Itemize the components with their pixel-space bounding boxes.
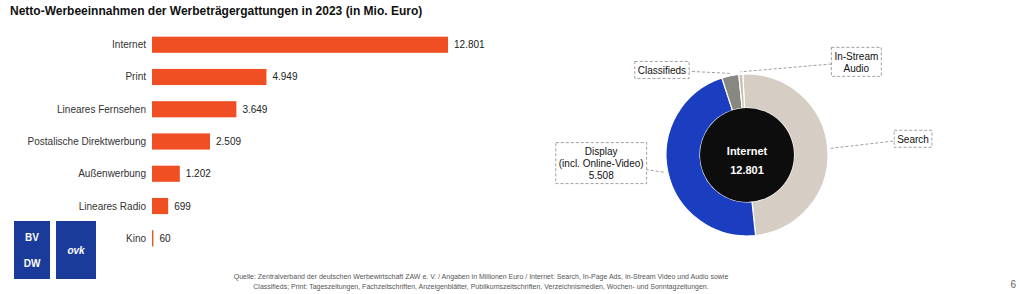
logo-text: ovk	[67, 245, 85, 256]
page-number: 6	[1010, 279, 1016, 290]
chart-title: Netto-Werbeeinnahmen der Werbeträgergatt…	[10, 4, 422, 18]
text-line: In-Stream	[834, 50, 878, 61]
bar	[152, 37, 448, 53]
category-label: Kino	[126, 233, 146, 244]
logo-box	[14, 221, 50, 279]
category-label: Lineares Fernsehen	[57, 104, 146, 115]
category-label: Print	[125, 71, 146, 82]
bar	[152, 101, 236, 117]
donut-slice	[739, 74, 745, 108]
source-note: Quelle: Zentralverband der deutschen Wer…	[234, 273, 729, 291]
slice-label: Classifieds	[638, 64, 686, 75]
slice-label: Search	[897, 133, 929, 144]
category-label: Postalische Direktwerbung	[28, 136, 146, 147]
slice-label: In-StreamAudio	[834, 50, 878, 73]
donut-center	[700, 108, 794, 202]
text-line: Display	[585, 146, 618, 157]
slice-label: Display(incl. Online-Video)5.508	[559, 146, 644, 181]
data-label: 4.949	[272, 71, 297, 82]
label-box	[894, 130, 932, 147]
bar	[152, 133, 210, 149]
label-box	[556, 143, 647, 184]
center-label: 12.801	[730, 164, 764, 176]
logo-text: DW	[24, 258, 41, 269]
category-label: Außenwerbung	[78, 168, 146, 179]
text-line: Search	[897, 133, 929, 144]
data-label: 3.649	[242, 104, 267, 115]
text-line: Classifieds; Print: Tageszeitungen, Fach…	[253, 283, 708, 291]
data-label: 2.509	[216, 136, 241, 147]
text-line: Quelle: Zentralverband der deutschen Wer…	[234, 273, 729, 281]
chart-canvas: Netto-Werbeeinnahmen der Werbeträgergatt…	[0, 0, 1024, 294]
text-line: Audio	[844, 62, 870, 73]
bar	[152, 198, 168, 214]
bar	[152, 166, 180, 182]
label-box	[831, 47, 881, 76]
donut	[666, 74, 828, 236]
center-label: Internet	[727, 145, 768, 157]
logo-box	[56, 221, 96, 279]
label-box	[635, 61, 689, 78]
logo-text: BV	[25, 232, 39, 243]
text-line: 5.508	[589, 170, 614, 181]
data-label: 1.202	[186, 168, 211, 179]
text-line: (incl. Online-Video)	[559, 158, 644, 169]
bar	[152, 230, 153, 246]
slice-labels: Search Display(incl. Online-Video)5.508 Cl…	[556, 47, 932, 183]
data-label: 60	[159, 233, 171, 244]
category-label: Lineares Radio	[79, 201, 147, 212]
logos: BV DW ovk	[14, 221, 96, 279]
text-line: Classifieds	[638, 64, 686, 75]
data-label: 12.801	[454, 39, 485, 50]
data-label: 699	[174, 201, 191, 212]
bar	[152, 69, 266, 85]
category-label: Internet	[112, 39, 146, 50]
